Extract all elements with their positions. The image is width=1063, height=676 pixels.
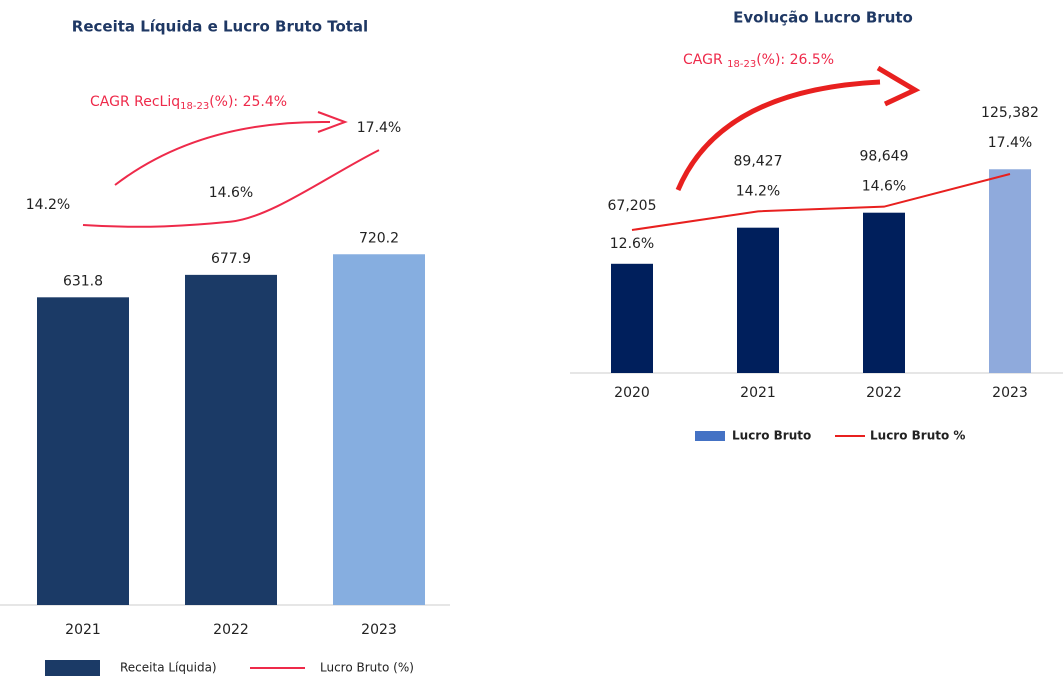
legend-label: Lucro Bruto (%) — [320, 661, 414, 675]
annotation: CAGR 18-23(%): 26.5% — [683, 52, 834, 70]
annotation-suffix: (%): 26.5% — [756, 52, 834, 68]
bar — [737, 227, 779, 373]
data-label: 720.2 — [359, 230, 399, 246]
x-tick-label: 2021 — [740, 385, 776, 401]
arrow-head — [876, 65, 921, 107]
bar — [333, 254, 425, 605]
line — [82, 149, 380, 228]
data-label: 98,649 — [860, 149, 909, 165]
line — [631, 173, 1011, 231]
data-label: 677.9 — [211, 251, 251, 267]
annotation-suffix: (%): 25.4% — [209, 94, 287, 110]
annotation-text: CAGR RecLiq — [90, 94, 180, 110]
data-label: 14.6% — [209, 185, 253, 201]
bar — [863, 212, 905, 373]
x-tick-label: 2020 — [614, 385, 650, 401]
bar — [37, 297, 129, 605]
legend-swatch — [695, 431, 725, 441]
x-tick-label: 2021 — [65, 622, 101, 638]
arrow — [114, 120, 331, 186]
chart-title: Evolução Lucro Bruto — [733, 9, 913, 27]
annotation-sub: 18-23 — [727, 59, 756, 70]
x-tick-label: 2022 — [213, 622, 249, 638]
x-tick-label: 2022 — [866, 385, 902, 401]
x-tick-label: 2023 — [992, 385, 1028, 401]
bar — [989, 169, 1031, 373]
chart-title: Receita Líquida e Lucro Bruto Total — [72, 18, 368, 36]
data-label: 89,427 — [734, 153, 783, 169]
data-label: 67,205 — [608, 198, 657, 214]
data-label: 14.6% — [862, 179, 906, 195]
legend-label: Lucro Bruto — [732, 429, 811, 443]
bar — [185, 274, 277, 605]
arrow-head — [317, 111, 348, 133]
bar — [611, 263, 653, 373]
annotation-text: CAGR — [683, 52, 727, 68]
data-label: 125,382 — [981, 105, 1039, 121]
data-label: 14.2% — [736, 183, 780, 199]
data-label: 17.4% — [357, 120, 401, 136]
data-label: 631.8 — [63, 273, 103, 289]
data-label: 14.2% — [26, 197, 70, 213]
legend-swatch — [45, 660, 100, 676]
data-label: 17.4% — [988, 135, 1032, 151]
annotation: CAGR RecLiq18-23(%): 25.4% — [90, 94, 287, 112]
annotation-sub: 18-23 — [180, 101, 209, 112]
legend-label: Lucro Bruto % — [870, 429, 965, 443]
x-tick-label: 2023 — [361, 622, 397, 638]
data-label: 12.6% — [610, 236, 654, 252]
legend-label: Receita Líquida) — [120, 661, 217, 675]
arrow — [675, 79, 881, 191]
